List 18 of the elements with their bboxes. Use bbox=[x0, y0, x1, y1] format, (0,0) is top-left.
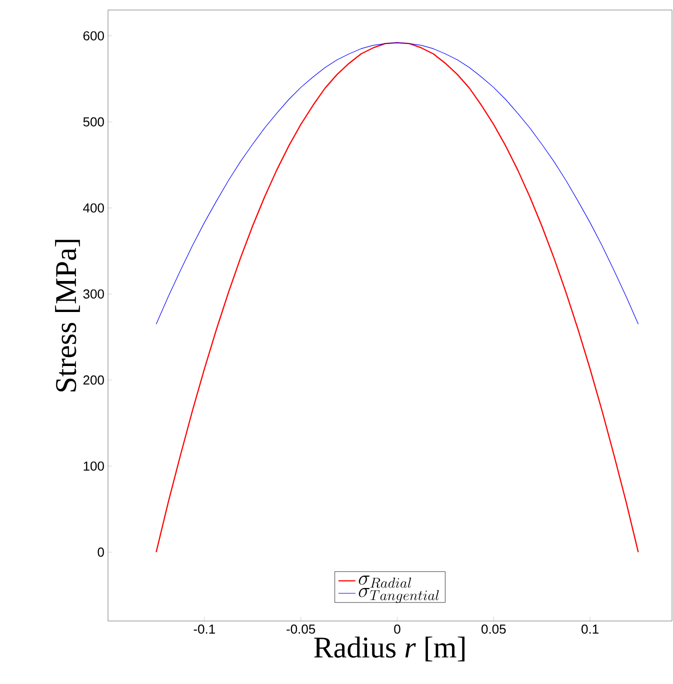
legend-label: $\sigma_{Tangential}$ bbox=[358, 588, 439, 604]
y-tick-label: 100 bbox=[84, 461, 104, 471]
x-axis-title: Radius r [m] bbox=[314, 636, 464, 662]
legend-label: $\sigma_{Radial}$ bbox=[358, 576, 412, 588]
y-tick-label: 200 bbox=[83, 375, 104, 385]
y-axis-title: Stress [MPa] bbox=[55, 240, 80, 392]
y-tick-label: 400 bbox=[83, 203, 104, 213]
x-tick-label: -0.05 bbox=[286, 624, 316, 634]
line-series bbox=[156, 42, 639, 553]
y-tick-label: 500 bbox=[83, 117, 104, 126]
x-tick-label: 0 bbox=[394, 624, 400, 634]
line-series bbox=[156, 42, 639, 324]
x-tick-label: 0.05 bbox=[481, 624, 506, 634]
y-tick-label: 0 bbox=[98, 548, 104, 557]
x-tick-label: 0.1 bbox=[582, 624, 598, 634]
y-tick-label: 300 bbox=[83, 289, 104, 299]
x-tick-label: -0.1 bbox=[194, 624, 215, 634]
y-tick-label: 600 bbox=[83, 31, 104, 40]
